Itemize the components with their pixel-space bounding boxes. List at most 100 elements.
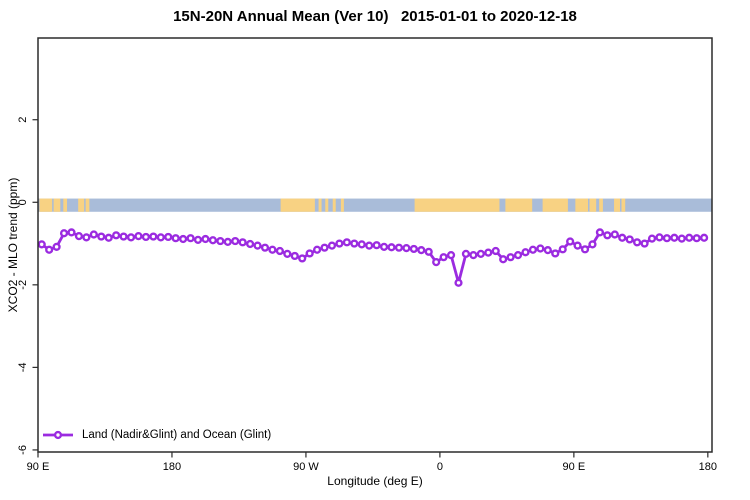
data-point (149, 232, 158, 241)
data-point (543, 246, 552, 255)
data-point (499, 255, 508, 264)
data-point (186, 234, 195, 243)
data-point (45, 245, 54, 254)
land-patch (39, 198, 53, 212)
data-point (260, 243, 270, 252)
data-point (633, 238, 642, 247)
svg-text:-4: -4 (17, 362, 29, 372)
data-point (231, 236, 240, 246)
land-patch (325, 198, 329, 212)
data-point (432, 258, 441, 267)
data-point (298, 254, 307, 263)
land-patch (53, 198, 61, 212)
data-point (513, 251, 523, 260)
data-point (275, 246, 284, 256)
data-point (112, 231, 121, 240)
data-point (647, 234, 657, 243)
data-point (595, 228, 605, 237)
land-patch (589, 198, 597, 212)
svg-text:0: 0 (17, 199, 29, 205)
data-point (417, 246, 426, 255)
data-point (439, 253, 448, 262)
land-patch (280, 198, 315, 212)
data-point (238, 238, 247, 247)
svg-text:90 E: 90 E (27, 461, 50, 473)
data-point (290, 251, 299, 261)
svg-text:2: 2 (17, 117, 29, 123)
land-patch (85, 198, 90, 212)
data-series (37, 228, 709, 287)
data-point (335, 239, 344, 248)
land-patch (63, 198, 68, 212)
data-point (208, 236, 218, 245)
data-point (283, 249, 292, 258)
data-point (536, 244, 545, 253)
data-point (454, 278, 463, 287)
legend-label: Land (Nadir&Glint) and Ocean (Glint) (82, 429, 272, 441)
ocean-strip (38, 198, 712, 212)
data-point (74, 232, 84, 241)
data-point (201, 234, 210, 244)
series-line (40, 231, 705, 285)
data-point (402, 243, 411, 253)
axis-ticks: 90 E 180 90 W 0 90 E 180 2 0 -2 -4 -6 (17, 117, 717, 473)
data-point (320, 243, 329, 252)
data-point (566, 237, 575, 246)
data-point (662, 234, 671, 243)
data-point (551, 249, 560, 258)
data-point (342, 238, 351, 247)
data-point (484, 248, 493, 257)
chart-title: 15N-20N Annual Mean (Ver 10) 2015-01-01 … (173, 8, 577, 25)
data-point (97, 232, 106, 241)
data-point (469, 251, 478, 260)
data-point (558, 245, 567, 254)
land-patch (542, 198, 568, 212)
data-point (141, 232, 151, 242)
data-point (700, 233, 709, 242)
data-point (223, 237, 232, 247)
data-point (312, 245, 322, 254)
data-point (253, 241, 262, 250)
data-point (305, 249, 314, 258)
land-patch (318, 198, 322, 212)
data-point (625, 235, 634, 244)
legend: Land (Nadir&Glint) and Ocean (Glint) (41, 428, 271, 442)
data-point (59, 229, 69, 238)
data-point (67, 228, 76, 237)
data-point (104, 233, 113, 242)
data-point (193, 235, 203, 244)
legend-marker-icon (43, 430, 73, 440)
data-point (692, 234, 701, 243)
data-point (521, 248, 530, 257)
data-point (164, 232, 173, 242)
data-point (119, 232, 128, 241)
land-patch (414, 198, 500, 212)
svg-text:90 E: 90 E (563, 461, 586, 473)
land-patch (78, 198, 85, 212)
data-point (603, 231, 612, 240)
data-point (82, 233, 91, 242)
data-point (156, 233, 165, 242)
land-ocean-band (38, 198, 712, 212)
land-patch (340, 198, 344, 212)
data-point (491, 246, 500, 256)
data-point (618, 233, 627, 242)
land-patch (614, 198, 621, 212)
data-point (677, 234, 686, 243)
data-point (268, 245, 277, 254)
svg-text:-6: -6 (17, 445, 29, 455)
data-point (246, 239, 255, 249)
data-point (573, 241, 582, 250)
data-point (528, 245, 538, 254)
data-point (89, 230, 98, 239)
land-patch (621, 198, 626, 212)
data-point (171, 234, 180, 243)
data-point (610, 230, 619, 239)
data-point (394, 243, 404, 252)
data-point (372, 241, 381, 250)
data-point (655, 233, 664, 242)
x-axis-label: Longitude (deg E) (327, 474, 423, 488)
svg-text:180: 180 (163, 461, 181, 473)
svg-text:180: 180 (699, 461, 717, 473)
